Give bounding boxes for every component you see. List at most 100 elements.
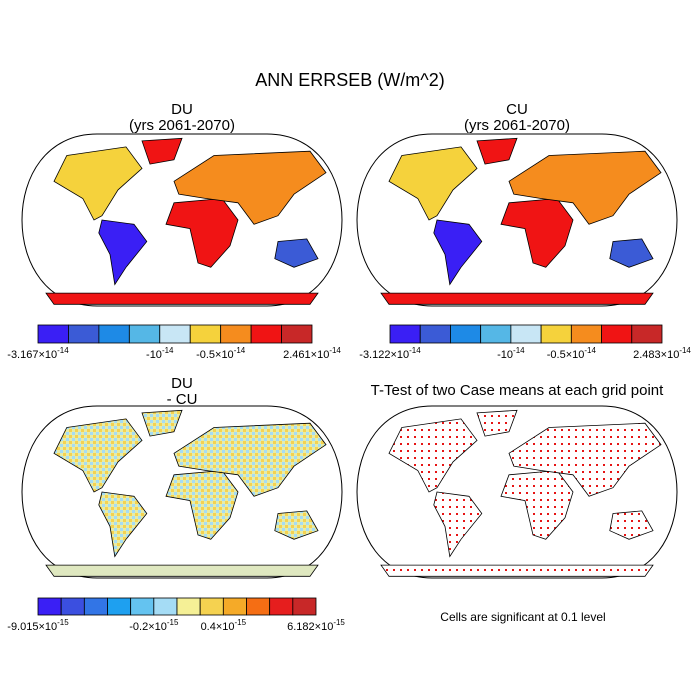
- landmass: [500, 198, 574, 268]
- landmass: [609, 510, 654, 540]
- colorbar-box: [601, 324, 633, 344]
- landmass: [98, 219, 148, 286]
- landmass: [508, 422, 662, 497]
- colorbar-box: [631, 324, 663, 344]
- colorbar-label: 0.4×10-15: [201, 618, 247, 633]
- landmass: [53, 146, 143, 221]
- colorbar-box: [153, 597, 178, 616]
- landmass: [274, 238, 319, 268]
- label-exponent: -14: [679, 346, 691, 355]
- colorbar-box: [199, 597, 224, 616]
- label-base: -3.122×10: [359, 349, 409, 361]
- label-exponent: -14: [234, 346, 246, 355]
- label-base: 2.483×10: [633, 349, 679, 361]
- colorbar-label: -10-14: [146, 346, 174, 361]
- landmass: [388, 418, 478, 493]
- colorbar-box: [189, 324, 222, 344]
- colorbar-box: [292, 597, 317, 616]
- label-base: -9.015×10: [7, 621, 57, 633]
- panel-subtitle: (yrs 2061-2070): [129, 117, 235, 134]
- landmass: [274, 510, 319, 540]
- landmass: [173, 422, 327, 497]
- colorbar-label: 2.461×10-14: [283, 346, 341, 361]
- map-panel: [21, 133, 343, 307]
- colorbar-label: -10-14: [497, 346, 525, 361]
- colorbar-box: [159, 324, 191, 344]
- colorbar-box: [68, 324, 100, 344]
- panel-note: Cells are significant at 0.1 level: [440, 610, 605, 624]
- colorbar-label: -0.5×10-14: [547, 346, 597, 361]
- colorbar-label: 2.483×10-14: [633, 346, 691, 361]
- colorbar-label: -3.122×10-14: [359, 346, 421, 361]
- colorbar-box: [269, 597, 294, 616]
- colorbar-box: [98, 324, 130, 344]
- label-base: -10: [497, 349, 513, 361]
- colorbar-box: [246, 597, 271, 616]
- label-exponent: -14: [513, 346, 525, 355]
- label-base: 6.182×10: [287, 621, 333, 633]
- panel-title: T-Test of two Case means at each grid po…: [371, 382, 664, 399]
- panel-title: DU: [171, 101, 193, 118]
- landmass: [173, 150, 327, 225]
- label-exponent: -15: [167, 618, 179, 627]
- colorbar-label: -0.2×10-15: [129, 618, 179, 633]
- colorbar-box: [222, 597, 247, 616]
- landmass: [98, 491, 148, 558]
- label-base: 0.4×10: [201, 621, 235, 633]
- label-exponent: -14: [329, 346, 341, 355]
- label-exponent: -14: [162, 346, 174, 355]
- landmass: [380, 564, 654, 577]
- label-exponent: -15: [333, 618, 345, 627]
- landmass: [476, 409, 518, 437]
- map-panel: [356, 133, 678, 307]
- landmass: [45, 292, 319, 305]
- label-base: -0.5×10: [547, 349, 585, 361]
- panel-subtitle: - CU: [167, 391, 198, 408]
- label-base: -0.5×10: [196, 349, 234, 361]
- colorbar-box: [510, 324, 542, 344]
- landmass: [388, 146, 478, 221]
- colorbar-box: [60, 597, 85, 616]
- landmass: [165, 198, 239, 268]
- colorbar-box: [570, 324, 602, 344]
- label-base: 2.461×10: [283, 349, 329, 361]
- panel-title: CU: [506, 101, 528, 118]
- landmass: [53, 418, 143, 493]
- landmass: [508, 150, 662, 225]
- landmass: [476, 137, 518, 165]
- label-base: -10: [146, 349, 162, 361]
- label-exponent: -14: [409, 346, 421, 355]
- label-exponent: -15: [57, 618, 69, 627]
- panel-subtitle: (yrs 2061-2070): [464, 117, 570, 134]
- colorbar-box: [419, 324, 451, 344]
- colorbar-label: 6.182×10-15: [287, 618, 345, 633]
- colorbar-box: [250, 324, 282, 344]
- colorbar-box: [37, 324, 69, 344]
- landmass: [380, 292, 654, 305]
- landmass: [45, 564, 319, 577]
- label-exponent: -14: [584, 346, 596, 355]
- landmass: [141, 137, 183, 165]
- colorbar-box: [83, 597, 108, 616]
- label-base: -3.167×10: [7, 349, 57, 361]
- colorbar-box: [220, 324, 252, 344]
- landmass: [141, 409, 183, 437]
- colorbar-box: [389, 324, 421, 344]
- landmass: [500, 470, 574, 540]
- colorbar-box: [540, 324, 572, 344]
- colorbar-box: [107, 597, 132, 616]
- label-exponent: -14: [57, 346, 69, 355]
- map-panel: [356, 405, 678, 579]
- label-base: -0.2×10: [129, 621, 167, 633]
- panel-title: DU: [171, 375, 193, 392]
- figure-title: ANN ERRSEB (W/m^2): [255, 70, 444, 90]
- map-panel: [21, 405, 343, 579]
- colorbar-box: [37, 597, 62, 616]
- colorbar-label: -9.015×10-15: [7, 618, 69, 633]
- label-exponent: -15: [235, 618, 247, 627]
- colorbar-box: [176, 597, 201, 616]
- landmass: [609, 238, 654, 268]
- colorbar-box: [480, 324, 512, 344]
- landmass: [165, 470, 239, 540]
